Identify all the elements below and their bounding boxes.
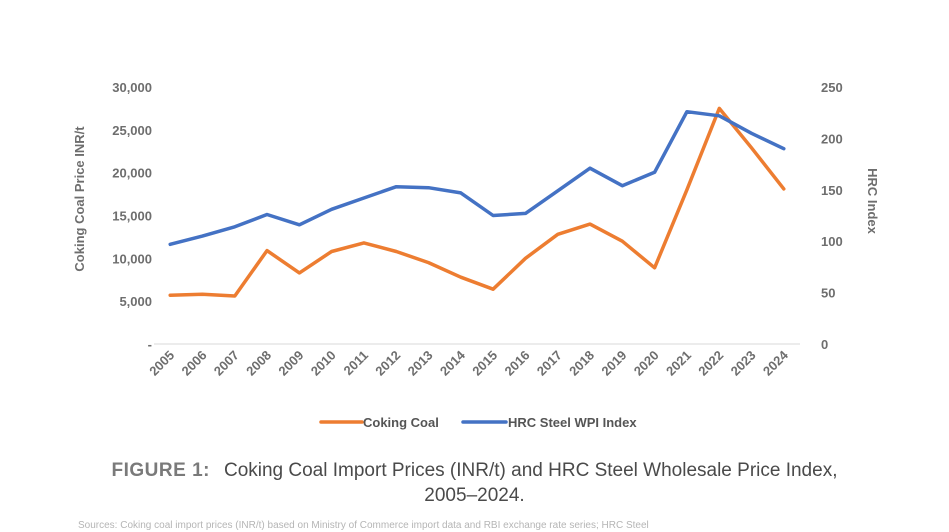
- y-left-ticks: - 5,000 10,000 15,000 20,000 25,000 30,000: [112, 80, 152, 352]
- y-left-tick-label: 10,000: [112, 251, 152, 266]
- source-note: Sources: Coking coal import prices (INR/…: [78, 520, 649, 531]
- x-tick-label: 2020: [631, 348, 662, 379]
- x-tick-label: 2011: [341, 348, 372, 379]
- y-left-axis-title: Coking Coal Price INR/t: [72, 126, 87, 272]
- y-left-tick-label: -: [148, 337, 152, 352]
- y-left-tick-label: 20,000: [112, 166, 152, 181]
- legend-label: HRC Steel WPI Index: [508, 415, 637, 430]
- x-tick-label: 2024: [760, 347, 792, 379]
- legend: Coking Coal HRC Steel WPI Index: [319, 415, 637, 430]
- caption-line-1: Coking Coal Import Prices (INR/t) and HR…: [223, 460, 838, 481]
- x-axis-ticks: 2005 2006 2007 2008 2009 2010 2011 2012 2013 2014…: [146, 347, 791, 379]
- x-tick-label: 2016: [502, 348, 533, 379]
- y-right-tick-label: 250: [821, 80, 843, 95]
- figure-caption: FIGURE 1: Coking Coal Import Prices (INR/…: [0, 458, 949, 508]
- x-tick-label: 2019: [598, 348, 629, 379]
- x-tick-label: 2008: [243, 348, 274, 379]
- series-line-coking-coal: [168, 106, 786, 298]
- x-tick-label: 2009: [275, 348, 306, 379]
- x-tick-label: 2017: [534, 348, 565, 379]
- x-tick-label: 2021: [663, 348, 694, 379]
- caption-line-2: 2005–2024.: [424, 485, 525, 506]
- y-left-tick-label: 25,000: [112, 123, 152, 138]
- x-tick-label: 2013: [405, 348, 436, 379]
- legend-label: Coking Coal: [363, 415, 439, 430]
- y-right-tick-label: 200: [821, 131, 843, 146]
- y-right-tick-label: 50: [821, 286, 835, 301]
- y-left-tick-label: 30,000: [112, 80, 152, 95]
- x-tick-label: 2007: [211, 348, 242, 379]
- figure-label: FIGURE 1:: [111, 460, 210, 481]
- y-right-axis-title: HRC Index: [865, 168, 880, 235]
- y-right-ticks: 0 50 100 150 200 250: [821, 80, 843, 352]
- x-tick-label: 2022: [695, 348, 726, 379]
- y-right-tick-label: 0: [821, 337, 828, 352]
- series-line-hrc-steel-wpi: [168, 109, 786, 247]
- x-tick-label: 2015: [469, 348, 500, 379]
- y-left-tick-label: 5,000: [119, 294, 152, 309]
- x-tick-label: 2005: [146, 348, 177, 379]
- x-tick-label: 2006: [179, 348, 210, 379]
- y-right-tick-label: 150: [821, 183, 843, 198]
- x-tick-label: 2023: [728, 348, 759, 379]
- y-right-tick-label: 100: [821, 234, 843, 249]
- y-left-tick-label: 15,000: [112, 209, 152, 224]
- x-tick-label: 2018: [566, 348, 597, 379]
- series-layer: [168, 106, 786, 298]
- x-tick-label: 2012: [372, 348, 403, 379]
- x-tick-label: 2014: [437, 347, 469, 379]
- x-tick-label: 2010: [308, 348, 339, 379]
